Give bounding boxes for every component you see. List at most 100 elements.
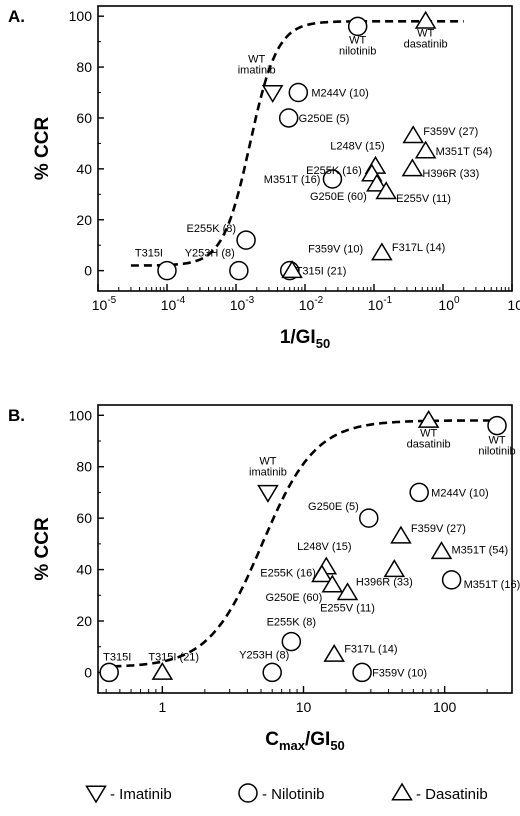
x-tick-label: 10-1: [368, 295, 393, 313]
point-label: T315I: [103, 651, 131, 663]
point-label: F359V (27): [411, 523, 466, 535]
point-label: H396R (33): [422, 168, 479, 180]
x-tick-label: 10-2: [299, 295, 324, 313]
y-axis-label: % CCR: [32, 117, 53, 181]
x-tick-label: 10: [296, 699, 312, 715]
data-point-dasatinib-f359v-27: [402, 125, 424, 144]
point-label-line2: dasatinib: [407, 438, 451, 450]
point-label: Y253H (8): [239, 649, 289, 661]
data-point-nilotinib-t315i: [99, 662, 119, 683]
legend: - Imatinib - Nilotinib - Dasatinib: [85, 782, 488, 804]
point-label: E255V (11): [320, 603, 375, 615]
point-label: M351T (54): [452, 545, 509, 557]
data-point-dasatinib-h396r-33: [383, 559, 406, 578]
data-point-dasatinib-h396r-33: [401, 158, 424, 177]
point-label: F317L (14): [392, 242, 445, 254]
data-point-dasatinib-f359v-27: [390, 525, 412, 544]
point-label: L248V (15): [330, 140, 384, 152]
panel-label: B.: [8, 406, 25, 425]
data-point-dasatinib-f317l-14: [323, 643, 345, 662]
data-point-nilotinib-e255k-8: [281, 631, 302, 652]
fit-curve: [130, 20, 464, 267]
point-label: F359V (10): [308, 244, 363, 256]
data-point-nilotinib-e255k-8: [236, 230, 256, 250]
data-point-nilotinib-m351t-16: [441, 570, 462, 590]
point-label-line2: imatinib: [249, 466, 287, 478]
point-label-line2: nilotinib: [339, 45, 376, 57]
data-point-dasatinib-t315i-21: [151, 661, 174, 680]
point-label: M244V (10): [311, 88, 368, 100]
data-point-dasatinib-wt-dasatinib: [414, 10, 437, 29]
point-label: F359V (10): [372, 667, 427, 679]
y-tick-label: 20: [76, 613, 92, 629]
x-tick-label: 10-4: [161, 295, 186, 313]
x-tick-label: 10-3: [230, 295, 255, 313]
data-point-imatinib-wt-imatinib: [257, 484, 279, 503]
y-tick-label: 20: [76, 212, 92, 228]
legend-label: - Nilotinib: [262, 786, 325, 803]
y-axis-label: % CCR: [32, 517, 53, 581]
point-label: E255K (8): [267, 617, 317, 629]
point-label: H396R (33): [356, 577, 413, 589]
point-label: G250E (60): [310, 191, 367, 203]
data-point-nilotinib-t315i: [157, 260, 177, 281]
point-label: G250E (60): [265, 592, 322, 604]
data-point-dasatinib-f359v-10: [281, 260, 303, 279]
point-label-line1: WT: [248, 54, 265, 66]
data-point-nilotinib-m244v-10: [409, 482, 429, 503]
data-point-dasatinib-g250e-60: [321, 574, 344, 593]
y-tick-label: 40: [76, 161, 92, 177]
x-tick-label: 1: [158, 699, 166, 715]
data-point-nilotinib-m351t-16: [322, 169, 343, 189]
y-tick-label: 0: [84, 263, 92, 279]
data-point-dasatinib-m351t-54: [414, 140, 437, 159]
data-point-imatinib-wt-imatinib: [261, 85, 284, 103]
legend-label: - Dasatinib: [416, 786, 488, 803]
point-label: E255V (11): [396, 193, 451, 205]
plot-frame: [97, 404, 513, 694]
point-label: E255K (8): [187, 223, 237, 235]
legend-marker-imatinib: [85, 785, 107, 804]
point-label-line1: WT: [417, 27, 434, 39]
legend-marker-dasatinib: [391, 782, 413, 801]
point-label: G250E (5): [308, 501, 359, 513]
data-point-nilotinib-g250e-5: [278, 108, 299, 128]
point-label: F317L (14): [344, 643, 397, 655]
data-point-dasatinib-e255v-11: [375, 181, 397, 200]
x-tick-label: 101: [507, 295, 520, 313]
point-label: T315I (21): [296, 266, 347, 278]
y-tick-label: 40: [76, 562, 92, 578]
data-point-dasatinib-e255k-16: [311, 564, 333, 583]
data-point-nilotinib-m244v-10: [288, 82, 309, 103]
point-label: T315I: [135, 248, 163, 260]
y-tick-label: 80: [76, 59, 92, 75]
y-tick-label: 80: [76, 459, 92, 475]
y-tick-label: 100: [69, 407, 93, 423]
data-point-dasatinib-g250e-60: [366, 173, 388, 192]
data-point-nilotinib-y253h-8: [262, 662, 282, 683]
data-point-nilotinib-y253h-8: [229, 260, 249, 281]
point-label: T315I (21): [148, 651, 199, 663]
point-label-line2: imatinib: [238, 65, 276, 77]
point-label-line2: nilotinib: [478, 446, 515, 458]
x-tick-label: 100: [438, 295, 460, 313]
point-label: M244V (10): [431, 487, 488, 499]
panel-label: A.: [8, 7, 25, 26]
legend-marker-nilotinib: [238, 783, 258, 803]
legend-label: - Imatinib: [110, 786, 172, 803]
data-point-dasatinib-m351t-54: [430, 541, 453, 560]
x-axis-label: 1/GI50: [280, 327, 330, 351]
y-tick-label: 100: [69, 8, 93, 24]
point-label-line1: WT: [488, 435, 505, 447]
panel-a: A. 0 20 40 60 80 100 10-5 10-4 10-3 10-2 10-1 100 101…: [8, 5, 520, 351]
data-point-dasatinib-f317l-14: [371, 242, 393, 261]
point-label: G250E (5): [299, 113, 350, 125]
x-tick-label: 100: [433, 699, 457, 715]
point-label-line1: WT: [259, 455, 276, 467]
point-label: F359V (27): [423, 126, 478, 138]
y-tick-label: 60: [76, 510, 92, 526]
data-point-dasatinib-e255v-11: [336, 582, 359, 601]
point-label: M351T (16): [464, 579, 520, 591]
point-label: M351T (16): [264, 174, 321, 186]
